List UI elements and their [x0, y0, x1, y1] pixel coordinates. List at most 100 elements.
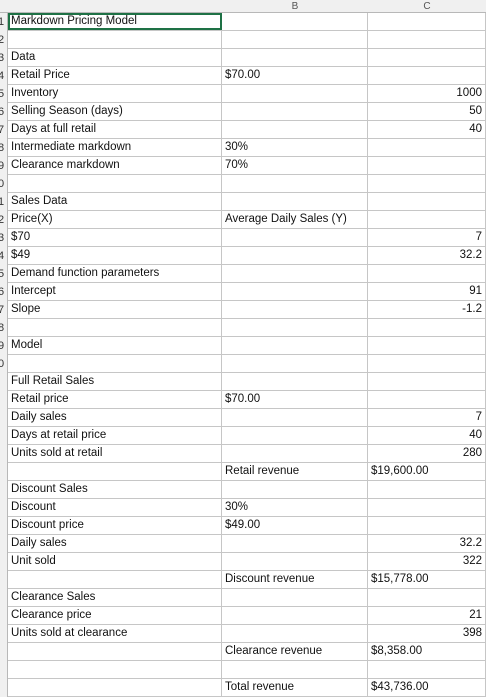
cell[interactable] [222, 625, 368, 642]
cell[interactable]: 40 [368, 121, 486, 138]
cell[interactable] [368, 319, 486, 336]
cell[interactable]: Average Daily Sales (Y) [222, 211, 368, 228]
cell[interactable]: Clearance markdown [8, 157, 222, 174]
row-number[interactable] [0, 409, 8, 427]
cell[interactable] [222, 553, 368, 570]
row-number[interactable] [0, 607, 8, 625]
cell[interactable]: Inventory [8, 85, 222, 102]
row-number[interactable] [0, 463, 8, 481]
cell[interactable] [222, 121, 368, 138]
row-number[interactable] [0, 625, 8, 643]
cell[interactable]: 30% [222, 139, 368, 156]
row-number[interactable] [0, 373, 8, 391]
row-number[interactable]: 3 [0, 229, 8, 247]
row-number[interactable] [0, 679, 8, 697]
cell[interactable]: Full Retail Sales [8, 373, 222, 390]
cell[interactable]: Data [8, 49, 222, 66]
cell[interactable] [222, 373, 368, 390]
cell[interactable] [368, 211, 486, 228]
cell[interactable]: Daily sales [8, 535, 222, 552]
row-number[interactable]: 8 [0, 319, 8, 337]
cell[interactable]: -1.2 [368, 301, 486, 318]
cell[interactable] [368, 499, 486, 516]
cell[interactable] [222, 265, 368, 282]
cell[interactable]: Selling Season (days) [8, 103, 222, 120]
cell[interactable]: 40 [368, 427, 486, 444]
cell[interactable] [8, 463, 222, 480]
cell[interactable]: Days at retail price [8, 427, 222, 444]
cell[interactable] [368, 31, 486, 48]
row-number[interactable] [0, 571, 8, 589]
cell[interactable] [222, 481, 368, 498]
cell[interactable] [8, 31, 222, 48]
cell[interactable]: 21 [368, 607, 486, 624]
cell[interactable]: Intercept [8, 283, 222, 300]
cell[interactable]: Clearance price [8, 607, 222, 624]
cell[interactable]: $70.00 [222, 67, 368, 84]
cell[interactable]: 30% [222, 499, 368, 516]
cell[interactable]: Sales Data [8, 193, 222, 210]
cell[interactable]: Intermediate markdown [8, 139, 222, 156]
row-number[interactable]: 6 [0, 283, 8, 301]
cell[interactable]: Discount revenue [222, 571, 368, 588]
cell[interactable] [368, 13, 486, 30]
column-header[interactable]: B [222, 0, 368, 13]
cell[interactable]: 7 [368, 229, 486, 246]
cell[interactable] [8, 175, 222, 192]
row-number[interactable] [0, 499, 8, 517]
cell[interactable] [222, 319, 368, 336]
cell[interactable]: Days at full retail [8, 121, 222, 138]
row-number[interactable]: 2 [0, 31, 8, 49]
cell[interactable] [222, 301, 368, 318]
cell[interactable] [222, 355, 368, 372]
cell[interactable] [222, 13, 368, 30]
row-number[interactable] [0, 427, 8, 445]
cell[interactable]: Units sold at retail [8, 445, 222, 462]
cell[interactable] [368, 661, 486, 678]
cell[interactable]: 32.2 [368, 535, 486, 552]
cell[interactable] [222, 445, 368, 462]
cell[interactable]: 322 [368, 553, 486, 570]
row-number[interactable]: 2 [0, 211, 8, 229]
cell[interactable] [368, 193, 486, 210]
cell[interactable] [8, 571, 222, 588]
cell[interactable]: Markdown Pricing Model [8, 13, 222, 30]
row-number[interactable]: 7 [0, 121, 8, 139]
row-number[interactable] [0, 445, 8, 463]
row-number[interactable]: 1 [0, 193, 8, 211]
cell[interactable] [8, 319, 222, 336]
cell[interactable] [8, 643, 222, 660]
cell[interactable]: $70.00 [222, 391, 368, 408]
cell[interactable]: Retail revenue [222, 463, 368, 480]
row-number[interactable]: 0 [0, 175, 8, 193]
cell[interactable]: Clearance revenue [222, 643, 368, 660]
row-number[interactable]: 5 [0, 265, 8, 283]
cell[interactable] [368, 481, 486, 498]
cell[interactable]: 70% [222, 157, 368, 174]
cell[interactable]: Retail Price [8, 67, 222, 84]
row-number[interactable] [0, 535, 8, 553]
row-number[interactable]: 0 [0, 355, 8, 373]
cell[interactable] [368, 517, 486, 534]
cell[interactable] [222, 103, 368, 120]
cell[interactable]: $43,736.00 [368, 679, 486, 696]
cell[interactable] [222, 661, 368, 678]
cell[interactable] [368, 355, 486, 372]
cell[interactable]: Unit sold [8, 553, 222, 570]
row-number[interactable]: 9 [0, 157, 8, 175]
row-number[interactable]: 5 [0, 85, 8, 103]
cell[interactable] [222, 175, 368, 192]
cell[interactable] [8, 355, 222, 372]
row-number[interactable] [0, 661, 8, 679]
cell[interactable] [222, 49, 368, 66]
row-number[interactable] [0, 643, 8, 661]
cell[interactable] [368, 49, 486, 66]
cell[interactable]: Discount price [8, 517, 222, 534]
cell[interactable] [368, 373, 486, 390]
cell[interactable]: Price(X) [8, 211, 222, 228]
row-number[interactable]: 3 [0, 49, 8, 67]
cell[interactable]: $15,778.00 [368, 571, 486, 588]
cell[interactable]: Retail price [8, 391, 222, 408]
cell[interactable] [222, 589, 368, 606]
cell[interactable] [368, 67, 486, 84]
